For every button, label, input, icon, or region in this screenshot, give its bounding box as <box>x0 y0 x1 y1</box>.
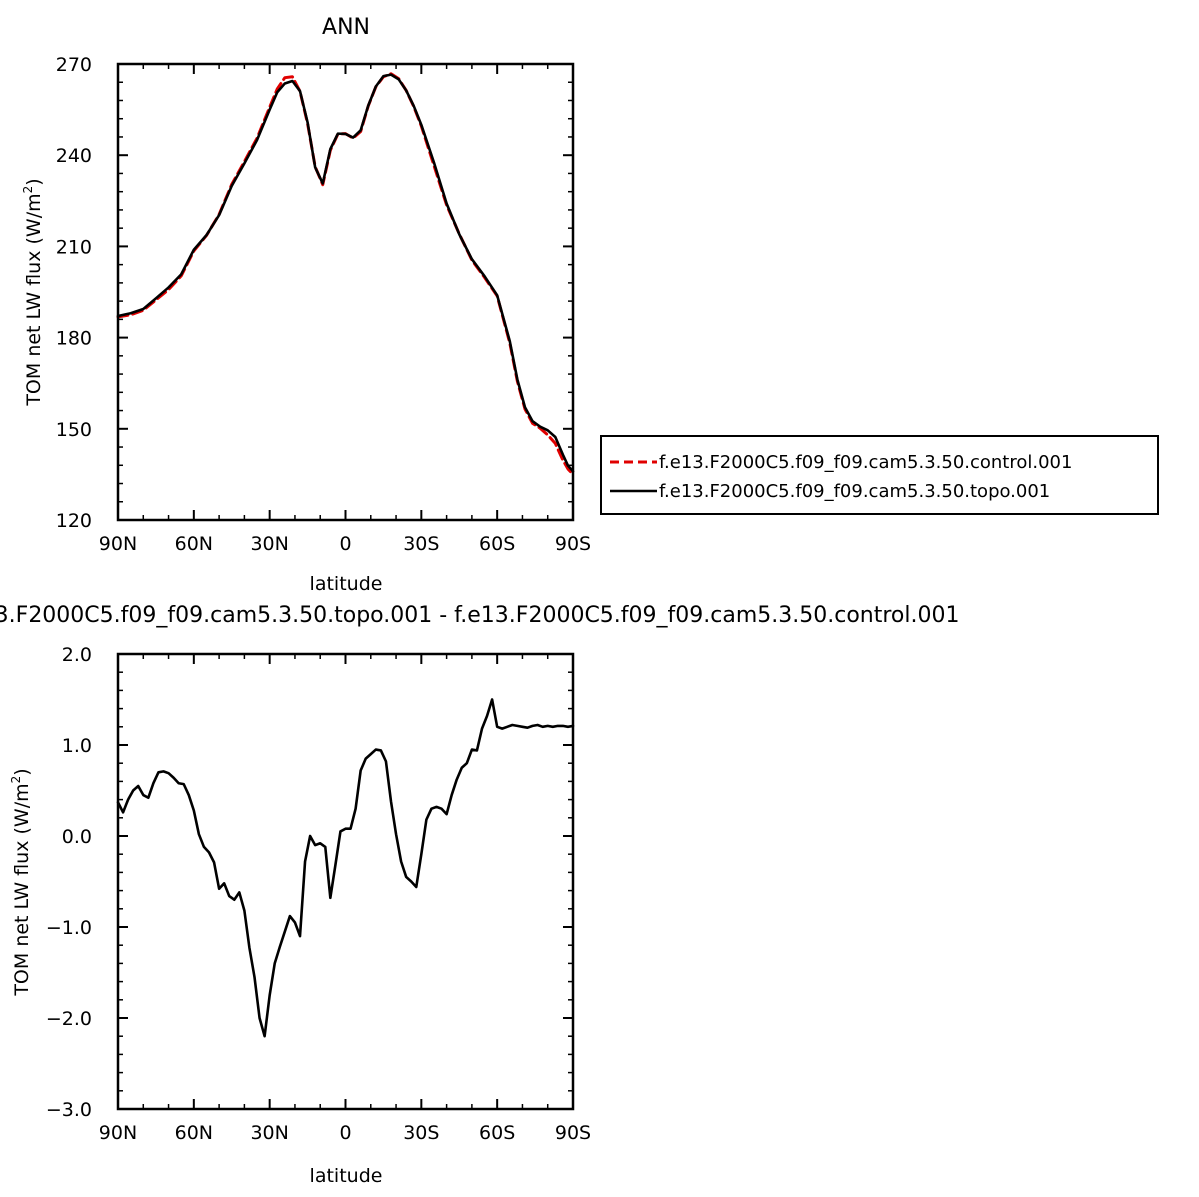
bottom-chart-xtick-label: 30N <box>250 1122 288 1144</box>
top-chart-ytick-label: 150 <box>56 419 92 441</box>
top-chart-ytick-label: 180 <box>56 328 92 350</box>
top-chart-ylabel-main: TOM net LW flux (W/m <box>23 193 45 406</box>
bottom-chart-series-group <box>116 698 575 1038</box>
bottom-chart-xtick-label: 0 <box>339 1122 351 1144</box>
top-chart-xtick-label: 90N <box>99 533 137 555</box>
bottom-chart-title: f.e13.F2000C5.f09_f09.cam5.3.50.topo.001… <box>0 603 959 628</box>
top-chart-xtick-label: 0 <box>339 533 351 555</box>
top-chart-ytick-label: 270 <box>56 54 92 76</box>
top-chart-xtick-label: 30N <box>250 533 288 555</box>
top-chart-xlabel: latitude <box>310 573 383 595</box>
top-chart-legend: f.e13.F2000C5.f09_f09.cam5.3.50.control.… <box>600 435 1159 515</box>
top-chart-xtick-label: 90S <box>555 533 591 555</box>
legend-label-topo: f.e13.F2000C5.f09_f09.cam5.3.50.topo.001 <box>659 481 1050 502</box>
bottom-chart-xtick-label: 90S <box>555 1122 591 1144</box>
top-chart-ytick-label: 120 <box>56 510 92 532</box>
top-chart-xtick-label: 60N <box>175 533 213 555</box>
bottom-chart-ylabel: TOM net LW flux (W/m2) <box>9 768 33 996</box>
bottom-chart-frame <box>116 652 575 1111</box>
legend-label-control: f.e13.F2000C5.f09_f09.cam5.3.50.control.… <box>659 452 1072 473</box>
bottom-chart-ylabel-end: ) <box>11 768 33 775</box>
bottom-chart-xtick-label: 60N <box>175 1122 213 1144</box>
bottom-chart-ytick-label: −2.0 <box>46 1008 92 1030</box>
bottom-chart-ytick-label: 2.0 <box>62 644 92 666</box>
top-chart: ANN 90N 60N 30N 0 30S 60S 90S 120 150 180 210 240 27… <box>21 15 1159 595</box>
bottom-chart-ytick-label: −3.0 <box>46 1099 92 1121</box>
top-chart-axes: 90N 60N 30N 0 30S 60S 90S 120 150 180 210 240 270 <box>56 54 591 555</box>
legend-box <box>600 435 1159 515</box>
bottom-chart-xtick-label: 30S <box>403 1122 439 1144</box>
top-chart-ylabel-sup: 2 <box>21 186 35 194</box>
bottom-chart-xtick-label: 60S <box>479 1122 515 1144</box>
top-chart-series-line-1 <box>116 73 575 473</box>
top-chart-title: ANN <box>322 15 370 40</box>
bottom-chart-xlabel: latitude <box>310 1165 383 1187</box>
bottom-chart-xtick-label: 90N <box>99 1122 137 1144</box>
top-chart-xtick-label: 60S <box>479 533 515 555</box>
bottom-chart-ylabel-main: TOM net LW flux (W/m <box>11 783 33 996</box>
bottom-chart-ylabel-sup: 2 <box>9 776 23 784</box>
bottom-chart-ytick-label: 1.0 <box>62 735 92 757</box>
top-chart-ytick-label: 210 <box>56 236 92 258</box>
top-chart-ytick-label: 240 <box>56 145 92 167</box>
top-chart-ylabel-end: ) <box>23 178 45 185</box>
bottom-chart-ytick-label: 0.0 <box>62 826 92 848</box>
bottom-chart-ytick-label: −1.0 <box>46 917 92 939</box>
bottom-chart: f.e13.F2000C5.f09_f09.cam5.3.50.topo.001… <box>0 603 959 1187</box>
top-chart-series-group <box>116 72 575 476</box>
top-chart-ylabel: TOM net LW flux (W/m2) <box>21 178 45 406</box>
bottom-chart-series-line-0 <box>116 698 575 1038</box>
top-chart-xtick-label: 30S <box>403 533 439 555</box>
bottom-chart-axes: 90N 60N 30N 0 30S 60S 90S −3.0 −2.0 −1.0 0.0 1.0 2.0 <box>46 644 591 1144</box>
